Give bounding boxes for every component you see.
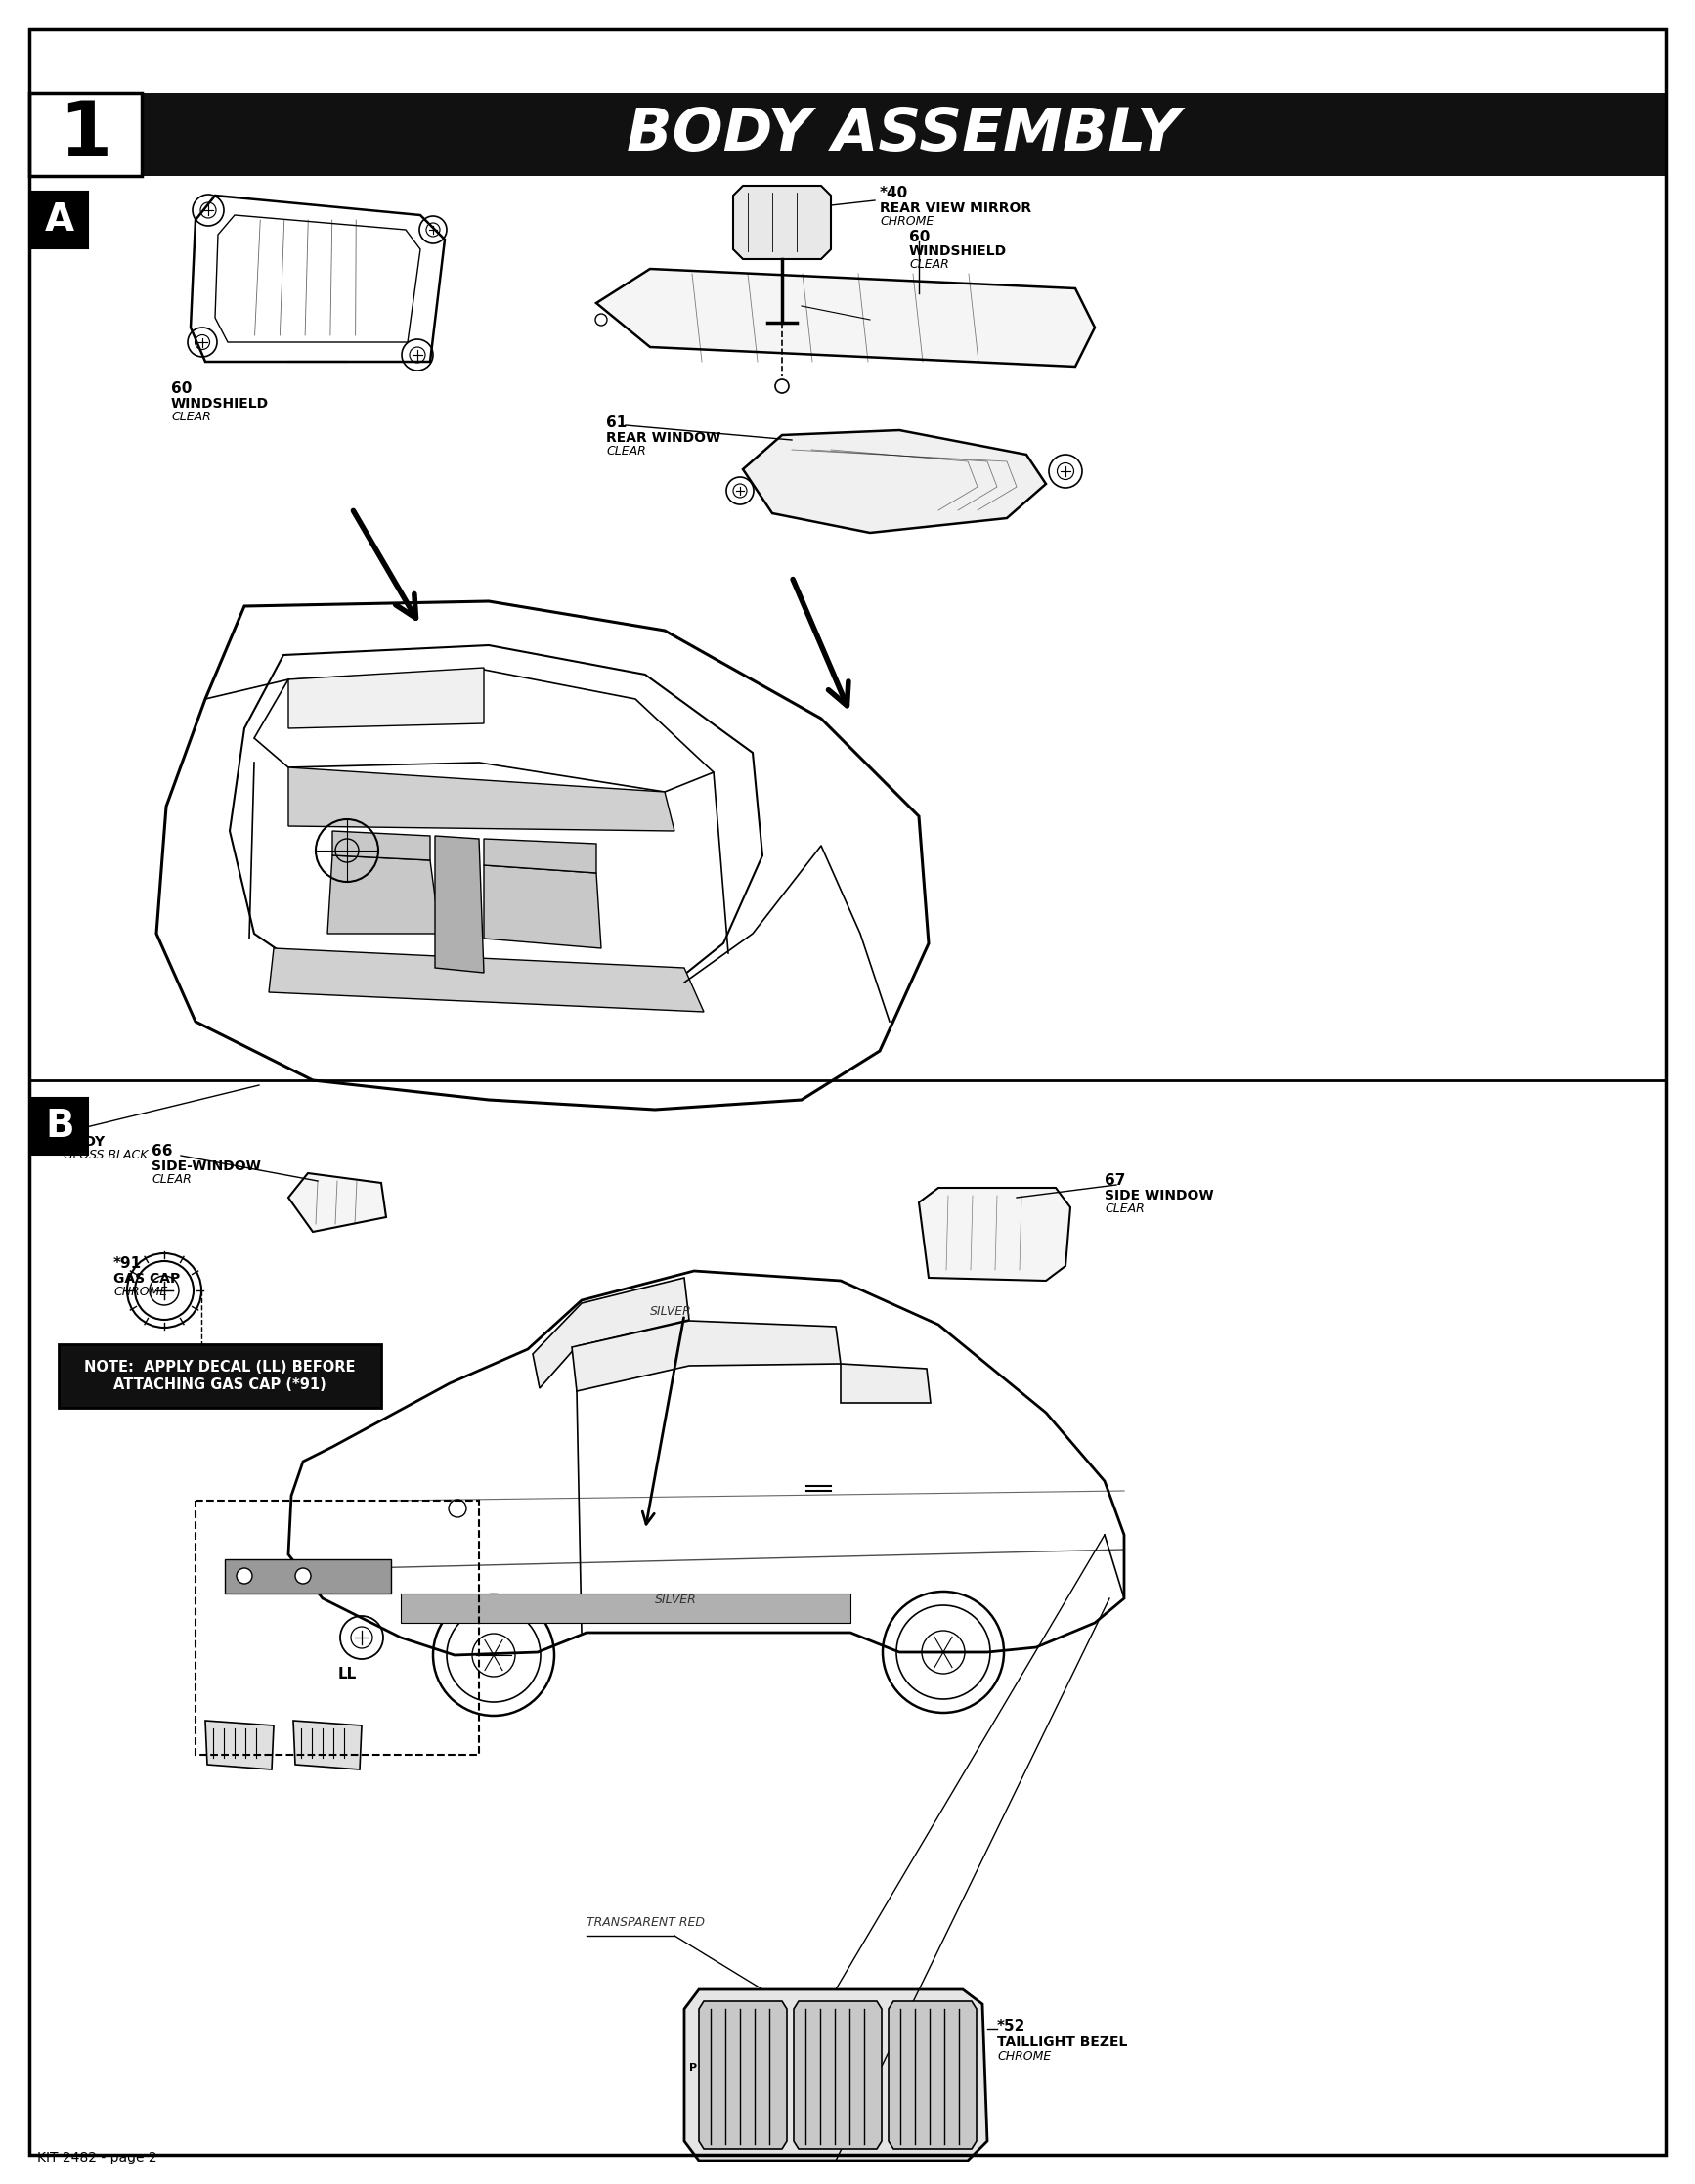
Polygon shape [332, 830, 431, 860]
Polygon shape [888, 2001, 976, 2149]
Polygon shape [734, 186, 831, 260]
Bar [29, 94, 142, 177]
Polygon shape [288, 767, 675, 830]
Circle shape [295, 1568, 310, 1583]
Text: SILVER: SILVER [651, 1306, 692, 1317]
Text: GAS CAP: GAS CAP [114, 1271, 180, 1286]
Polygon shape [742, 430, 1046, 533]
Polygon shape [205, 1721, 273, 1769]
Polygon shape [532, 1278, 690, 1389]
Polygon shape [597, 269, 1095, 367]
Polygon shape [400, 1594, 851, 1623]
Polygon shape [436, 836, 483, 972]
Text: WINDSHIELD: WINDSHIELD [909, 245, 1007, 258]
Text: CHROME: CHROME [997, 2051, 1051, 2062]
Text: BODY: BODY [63, 1136, 105, 1149]
Text: *52: *52 [997, 2018, 1025, 2033]
Text: WINDSHIELD: WINDSHIELD [171, 397, 270, 411]
Bar [31, 192, 88, 249]
Text: 67: 67 [1105, 1173, 1125, 1188]
Text: CHROME: CHROME [114, 1286, 168, 1297]
Bar [195, 1500, 480, 1754]
Text: 61: 61 [607, 415, 627, 430]
Text: TRANSPARENT RED: TRANSPARENT RED [586, 1915, 705, 1928]
Text: GLOSS BLACK: GLOSS BLACK [63, 1149, 147, 1162]
Polygon shape [919, 1188, 1070, 1280]
Polygon shape [288, 1173, 386, 1232]
Text: *40: *40 [880, 186, 909, 201]
Bar [59, 1343, 381, 1409]
Text: REAR VIEW MIRROR: REAR VIEW MIRROR [880, 201, 1031, 214]
Text: CLEAR: CLEAR [171, 411, 210, 424]
Polygon shape [483, 839, 597, 874]
Polygon shape [293, 1721, 361, 1769]
Text: 60: 60 [171, 382, 192, 395]
Polygon shape [327, 856, 441, 933]
Text: KIT 2482 - page 2: KIT 2482 - page 2 [37, 2151, 158, 2164]
Text: SIDE WINDOW: SIDE WINDOW [1105, 1188, 1214, 1203]
Text: 60: 60 [909, 229, 931, 245]
Text: CLEAR: CLEAR [607, 446, 646, 456]
Polygon shape [270, 948, 703, 1011]
Circle shape [237, 1568, 253, 1583]
Text: CLEAR: CLEAR [1105, 1203, 1144, 1214]
Polygon shape [225, 1559, 392, 1594]
Text: 1: 1 [63, 1120, 75, 1133]
Text: LL: LL [337, 1666, 356, 1682]
Polygon shape [571, 1321, 841, 1391]
Polygon shape [685, 1990, 986, 2160]
Text: 1: 1 [59, 98, 112, 173]
Text: B: B [46, 1107, 75, 1144]
Text: SIDE-WINDOW: SIDE-WINDOW [151, 1160, 261, 1173]
Text: 66: 66 [151, 1144, 173, 1158]
Polygon shape [793, 2001, 881, 2149]
Text: REAR WINDOW: REAR WINDOW [607, 430, 720, 446]
Polygon shape [698, 2001, 786, 2149]
Text: NOTE:  APPLY DECAL (LL) BEFORE
ATTACHING GAS CAP (*91): NOTE: APPLY DECAL (LL) BEFORE ATTACHING … [85, 1361, 356, 1391]
Polygon shape [483, 865, 602, 948]
Bar [31, 1099, 88, 1155]
Text: A: A [44, 201, 75, 238]
Text: *91: *91 [114, 1256, 142, 1271]
Text: CLEAR: CLEAR [909, 258, 949, 271]
Text: CLEAR: CLEAR [151, 1173, 192, 1186]
Polygon shape [841, 1363, 931, 1402]
Text: SILVER: SILVER [654, 1594, 697, 1605]
Text: BODY ASSEMBLY: BODY ASSEMBLY [627, 105, 1180, 164]
Bar [29, 94, 1666, 177]
Text: TAILLIGHT BEZEL: TAILLIGHT BEZEL [997, 2035, 1127, 2049]
Text: CHROME: CHROME [880, 214, 934, 227]
Text: P: P [690, 2062, 697, 2073]
Polygon shape [288, 668, 483, 727]
